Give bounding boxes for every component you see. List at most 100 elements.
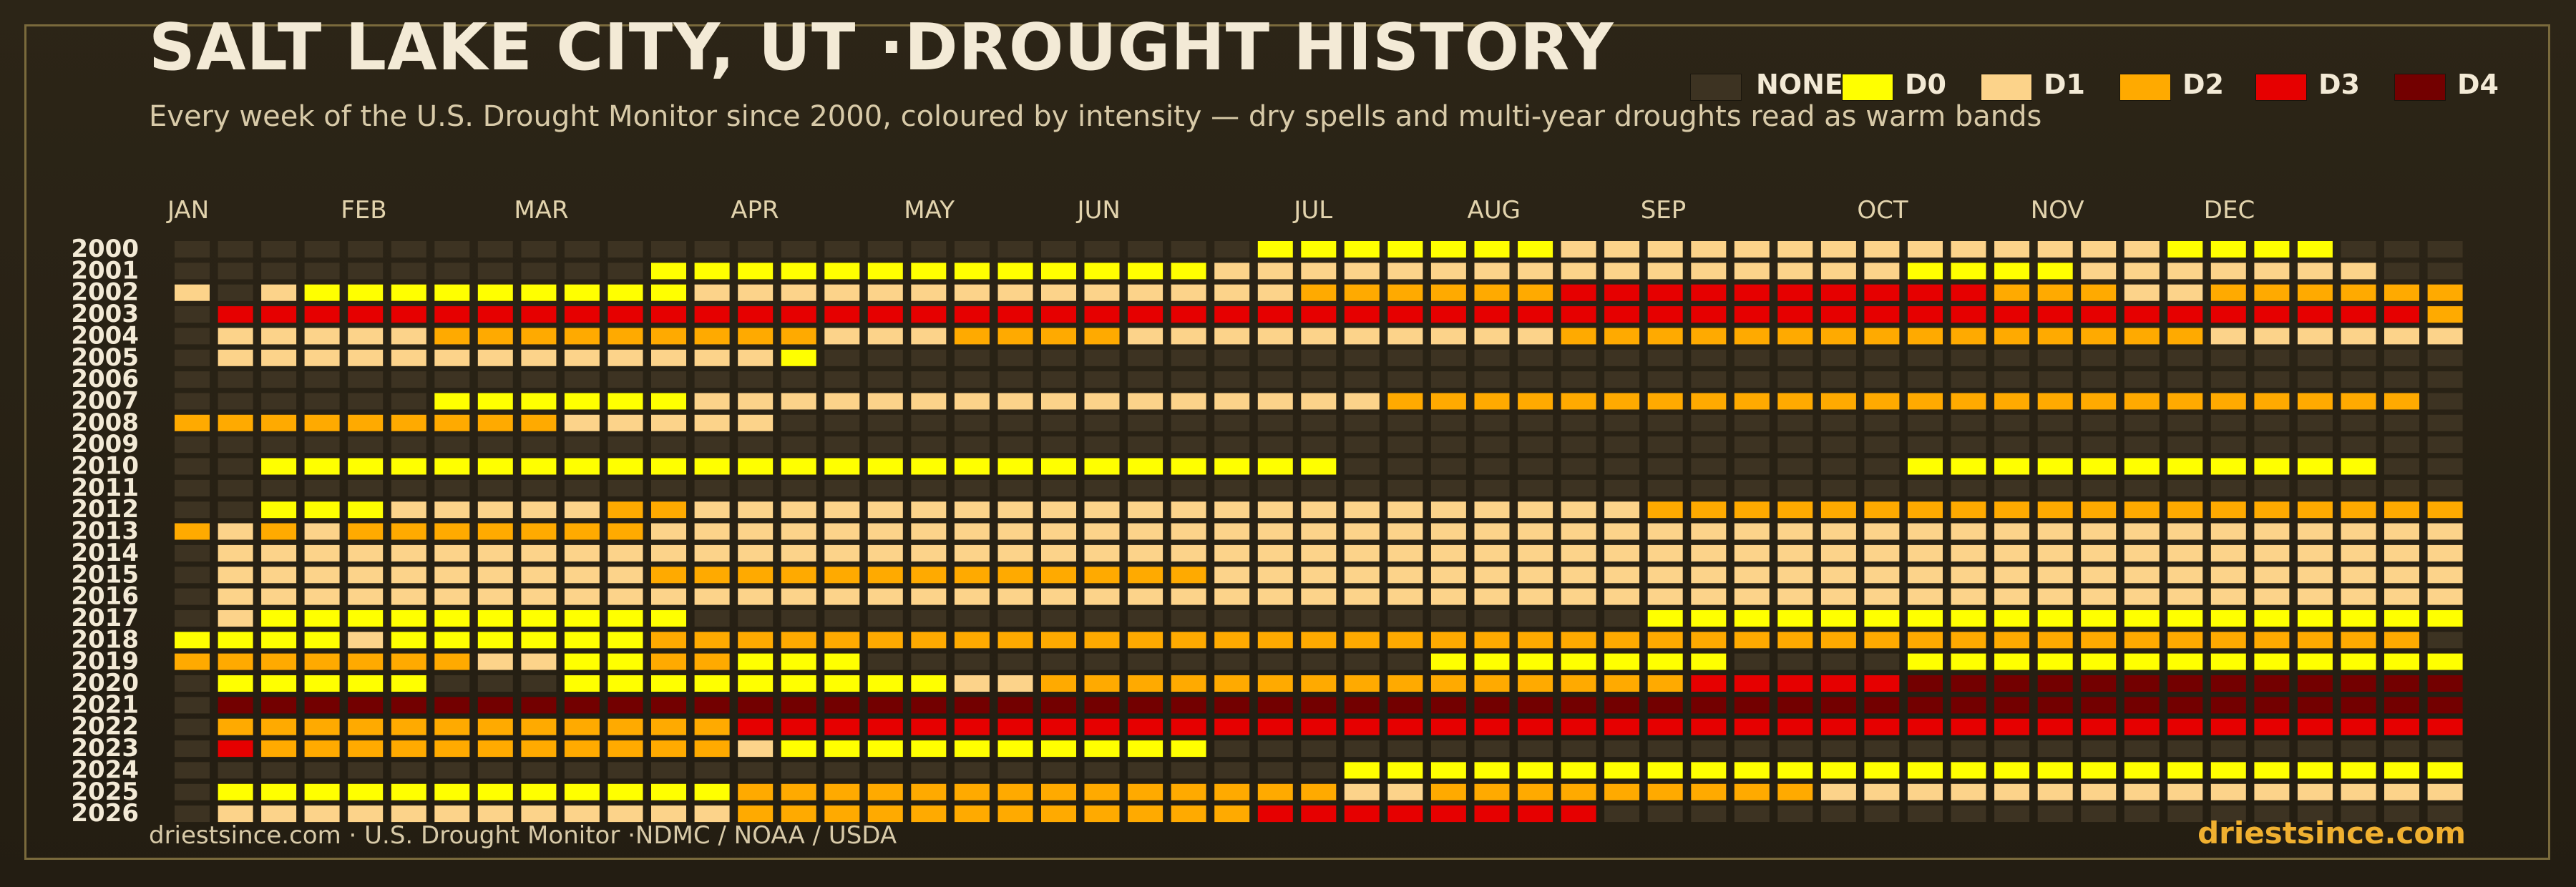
week-cell-d0 [1994,263,2030,280]
week-cell-none [2384,805,2419,823]
week-cell-none [1518,610,1553,627]
week-cell-none [1301,740,1337,758]
month-label: MAR [514,196,568,225]
week-cell-d1 [1820,588,1856,605]
week-cell-d1 [1820,783,1856,800]
week-cell-d3 [651,306,686,323]
week-cell-d2 [2210,393,2246,410]
week-cell-d0 [1734,610,1770,627]
week-cell-d0 [1128,458,1163,475]
week-cell-none [261,371,297,388]
week-cell-d0 [564,783,600,800]
week-cell-d1 [1864,783,1900,800]
year-label: 2017 [71,604,139,632]
week-cell-none [1561,371,1596,388]
week-cell-none [434,263,470,280]
week-cell-none [2384,263,2419,280]
week-cell-d1 [1430,263,1466,280]
week-cell-none [1951,805,1986,823]
week-cell-d0 [651,675,686,692]
week-cell-none [2427,632,2463,649]
week-cell-none [1214,740,1250,758]
week-cell-d1 [2124,523,2160,540]
week-cell-d0 [2081,762,2117,779]
week-cell-d1 [2167,544,2203,562]
week-cell-none [997,436,1033,454]
week-cell-none [1647,436,1683,454]
week-cell-d1 [1604,588,1640,605]
week-cell-d2 [954,632,990,649]
week-cell-none [997,762,1033,779]
week-cell-d1 [521,349,557,366]
week-cell-d1 [1647,523,1683,540]
week-cell-d2 [2341,393,2376,410]
week-cell-d2 [477,523,513,540]
week-cell-none [608,479,643,496]
week-cell-d3 [1864,675,1900,692]
week-cell-d2 [218,653,253,670]
week-cell-d2 [1691,393,1727,410]
week-cell-d2 [1734,632,1770,649]
week-cell-none [2341,241,2376,258]
week-cell-d4 [1474,697,1510,714]
week-cell-d0 [997,263,1033,280]
week-cell-d1 [2124,263,2160,280]
week-cell-none [2341,371,2376,388]
week-cell-none [1257,349,1293,366]
week-cell-none [2124,349,2160,366]
week-cell-d2 [1647,328,1683,345]
week-cell-d0 [608,393,643,410]
week-cell-none [2427,458,2463,475]
week-cell-d4 [391,697,426,714]
week-cell-none [1994,479,2030,496]
week-cell-d1 [1864,544,1900,562]
week-cell-d1 [2124,783,2160,800]
week-cell-d1 [781,523,816,540]
legend-label-d4: D4 [2457,69,2499,100]
week-cell-none [1128,479,1163,496]
week-cell-d3 [391,306,426,323]
week-cell-none [1951,414,1986,431]
week-cell-none [2081,436,2117,454]
week-cell-d2 [867,805,903,823]
week-cell-none [1734,479,1770,496]
week-cell-d2 [738,632,774,649]
week-cell-none [261,241,297,258]
week-cell-d4 [1561,697,1596,714]
week-cell-d1 [1430,501,1466,519]
week-cell-d1 [1171,501,1206,519]
week-cell-none [1474,371,1510,388]
week-cell-d0 [1041,458,1076,475]
week-cell-d3 [1820,284,1856,301]
week-cell-d3 [2254,718,2290,735]
week-cell-d0 [434,632,470,649]
week-cell-none [1387,740,1423,758]
week-cell-d0 [521,458,557,475]
week-cell-d1 [564,349,600,366]
week-cell-d1 [434,349,470,366]
week-cell-none [218,284,253,301]
week-cell-d0 [1474,762,1510,779]
week-cell-d3 [2297,718,2333,735]
week-cell-d2 [2124,393,2160,410]
week-cell-d3 [1171,306,1206,323]
week-cell-d3 [1257,718,1293,735]
week-cell-none [2167,740,2203,758]
week-cell-none [867,349,903,366]
week-cell-none [997,241,1033,258]
week-cell-d1 [2124,567,2160,584]
week-cell-none [391,263,426,280]
week-cell-d1 [1908,567,1943,584]
week-cell-none [1041,436,1076,454]
week-cell-d1 [1691,544,1727,562]
week-cell-d1 [1691,588,1727,605]
week-cell-none [1257,436,1293,454]
week-cell-d1 [1994,588,2030,605]
week-cell-d3 [1820,306,1856,323]
month-label: DEC [2204,196,2255,225]
week-cell-d1 [391,544,426,562]
week-cell-d3 [1301,805,1337,823]
week-cell-d1 [1257,263,1293,280]
week-cell-none [1430,349,1466,366]
week-cell-d0 [781,349,816,366]
